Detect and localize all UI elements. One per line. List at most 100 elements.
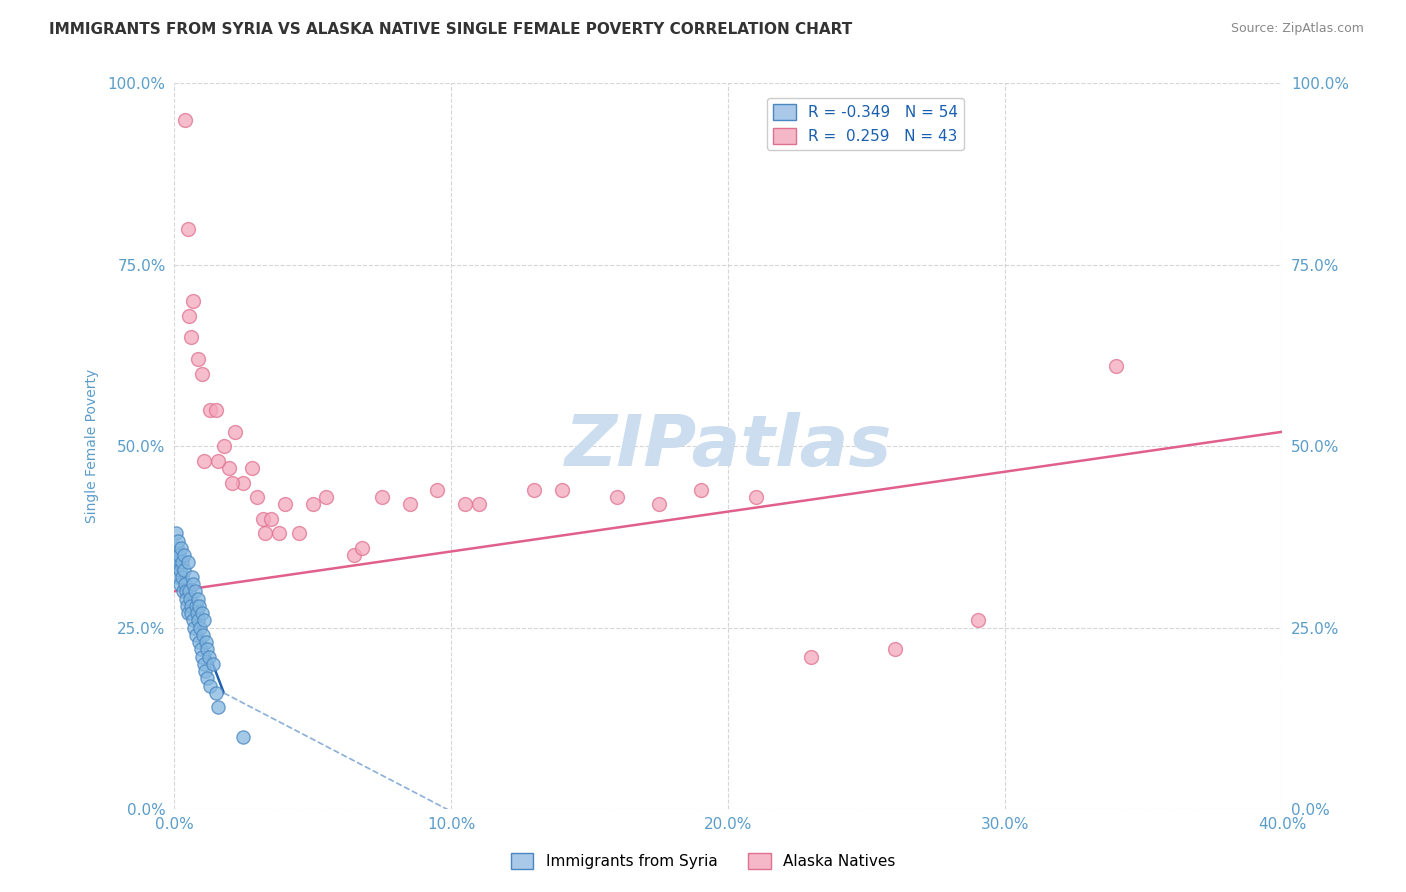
Point [274, 497, 297, 511]
Point [187, 614, 209, 628]
Point [179, 309, 201, 323]
Point [193, 454, 215, 468]
Point [606, 490, 628, 504]
Point [188, 621, 211, 635]
Point [166, 541, 188, 555]
Point [648, 497, 671, 511]
Point [800, 649, 823, 664]
Point [191, 628, 214, 642]
Point [454, 497, 477, 511]
Point [172, 584, 194, 599]
Point [197, 649, 219, 664]
Point [252, 512, 274, 526]
Point [352, 541, 374, 555]
Point [186, 352, 208, 367]
Point [468, 497, 491, 511]
Point [176, 599, 198, 613]
Point [194, 664, 217, 678]
Point [212, 439, 235, 453]
Point [169, 563, 191, 577]
Point [177, 555, 200, 569]
Point [745, 490, 768, 504]
Point [176, 591, 198, 606]
Point [523, 483, 546, 497]
Point [426, 483, 449, 497]
Point [184, 599, 207, 613]
Point [301, 497, 323, 511]
Point [181, 614, 204, 628]
Point [174, 584, 197, 599]
Point [204, 403, 226, 417]
Point [166, 555, 188, 569]
Point [165, 548, 187, 562]
Point [186, 606, 208, 620]
Point [186, 628, 208, 642]
Point [287, 526, 309, 541]
Point [207, 454, 229, 468]
Point [193, 614, 215, 628]
Point [966, 614, 988, 628]
Point [165, 526, 187, 541]
Point [201, 657, 224, 671]
Text: ZIPatlas: ZIPatlas [565, 412, 891, 481]
Point [183, 294, 205, 309]
Text: Source: ZipAtlas.com: Source: ZipAtlas.com [1230, 22, 1364, 36]
Point [187, 599, 209, 613]
Point [167, 533, 190, 548]
Point [204, 686, 226, 700]
Point [181, 570, 204, 584]
Y-axis label: Single Female Poverty: Single Female Poverty [86, 369, 100, 524]
Point [232, 475, 254, 490]
Point [190, 606, 212, 620]
Point [371, 490, 394, 504]
Point [177, 606, 200, 620]
Point [177, 221, 200, 235]
Text: IMMIGRANTS FROM SYRIA VS ALASKA NATIVE SINGLE FEMALE POVERTY CORRELATION CHART: IMMIGRANTS FROM SYRIA VS ALASKA NATIVE S… [49, 22, 852, 37]
Point [172, 570, 194, 584]
Point [246, 490, 269, 504]
Point [315, 490, 337, 504]
Point [184, 584, 207, 599]
Point [240, 461, 263, 475]
Point [398, 497, 420, 511]
Point [224, 425, 246, 439]
Point [551, 483, 574, 497]
Point [190, 367, 212, 381]
Point [188, 635, 211, 649]
Point [180, 606, 202, 620]
Point [186, 591, 208, 606]
Point [180, 599, 202, 613]
Point [198, 403, 221, 417]
Point [193, 657, 215, 671]
Point [689, 483, 711, 497]
Point [221, 475, 243, 490]
Point [194, 635, 217, 649]
Point [883, 642, 905, 657]
Point [170, 541, 193, 555]
Point [174, 112, 197, 127]
Point [218, 461, 240, 475]
Point [207, 700, 229, 714]
Point [343, 548, 366, 562]
Point [180, 330, 202, 344]
Point [1105, 359, 1128, 374]
Point [191, 649, 214, 664]
Point [166, 570, 188, 584]
Point [173, 548, 195, 562]
Point [174, 577, 197, 591]
Point [190, 642, 212, 657]
Point [169, 577, 191, 591]
Point [198, 679, 221, 693]
Point [179, 591, 201, 606]
Point [195, 642, 218, 657]
Point [254, 526, 277, 541]
Point [232, 730, 254, 744]
Point [167, 548, 190, 562]
Point [173, 563, 195, 577]
Point [170, 555, 193, 569]
Point [179, 584, 201, 599]
Point [183, 621, 205, 635]
Legend: R = -0.349   N = 54, R =  0.259   N = 43: R = -0.349 N = 54, R = 0.259 N = 43 [768, 98, 965, 150]
Point [195, 672, 218, 686]
Point [269, 526, 291, 541]
